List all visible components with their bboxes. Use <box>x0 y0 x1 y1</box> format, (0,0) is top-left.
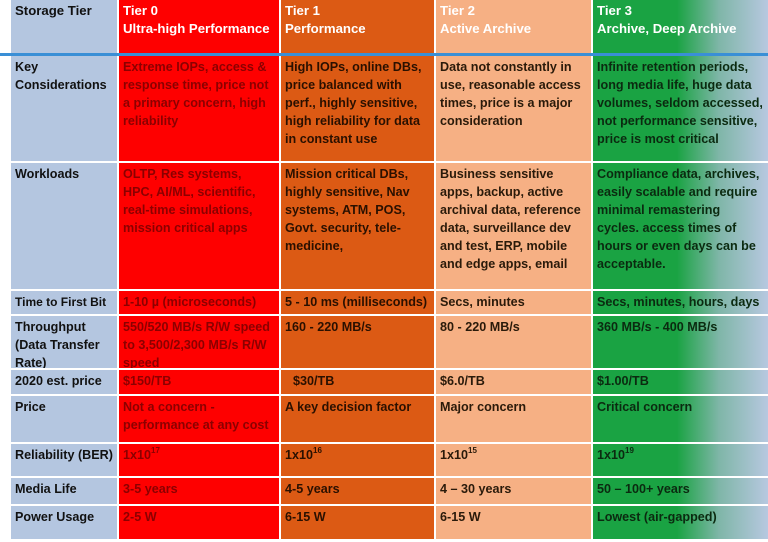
row-label: 2020 est. price <box>11 370 119 394</box>
tier-3-name: Archive, Deep Archive <box>597 21 737 36</box>
cell-tier-1: 1x1016 <box>281 444 436 476</box>
cell-tier-3: 360 MB/s - 400 MB/s <box>593 316 768 368</box>
cell-tier-3: 1x1019 <box>593 444 768 476</box>
cell-tier-0: $150/TB <box>119 370 281 394</box>
ber-exponent: 16 <box>313 446 322 455</box>
cell-tier-1: A key decision factor <box>281 396 436 442</box>
cell-tier-0: Extreme IOPs, access & response time, pr… <box>119 56 281 161</box>
table-row-price: Price Not a concern - performance at any… <box>11 396 768 444</box>
header-row: Storage Tier Tier 0 Ultra-high Performan… <box>11 0 768 53</box>
table-row-2020-est-price: 2020 est. price $150/TB $30/TB $6.0/TB $… <box>11 370 768 396</box>
cell-tier-0: Not a concern - performance at any cost <box>119 396 281 442</box>
cell-tier-1: Mission critical DBs, highly sensitive, … <box>281 163 436 289</box>
tier-0-name: Ultra-high Performance <box>123 21 270 36</box>
header-label: Storage Tier <box>11 0 119 53</box>
cell-tier-2: 4 – 30 years <box>436 478 593 504</box>
ber-exponent: 19 <box>625 446 634 455</box>
cell-tier-0: 3-5 years <box>119 478 281 504</box>
row-label: Throughput (Data Transfer Rate) <box>11 316 119 368</box>
row-label: Price <box>11 396 119 442</box>
cell-tier-1: $30/TB <box>281 370 436 394</box>
ber-base: 1x10 <box>597 448 626 462</box>
cell-tier-0: 2-5 W <box>119 506 281 539</box>
cell-tier-3: 50 – 100+ years <box>593 478 768 504</box>
cell-tier-2: 1x1015 <box>436 444 593 476</box>
header-tier-3: Tier 3 Archive, Deep Archive <box>593 0 768 53</box>
tier-1-number: Tier 1 <box>285 3 320 18</box>
row-label: Time to First Bit <box>11 291 119 314</box>
cell-tier-1: 5 - 10 ms (milliseconds) <box>281 291 436 314</box>
row-label: Media Life <box>11 478 119 504</box>
table-row-media-life: Media Life 3-5 years 4-5 years 4 – 30 ye… <box>11 478 768 506</box>
tier-2-name: Active Archive <box>440 21 532 36</box>
tier-2-number: Tier 2 <box>440 3 475 18</box>
ber-base: 1x10 <box>123 448 152 462</box>
table-row-key-considerations: Key Considerations Extreme IOPs, access … <box>11 56 768 163</box>
cell-tier-0: 1-10 µ (microseconds) <box>119 291 281 314</box>
row-label: Key Considerations <box>11 56 119 161</box>
cell-tier-0: OLTP, Res systems, HPC, AI/ML, scientifi… <box>119 163 281 289</box>
cell-tier-3: Infinite retention periods, long media l… <box>593 56 768 161</box>
table-row-throughput: Throughput (Data Transfer Rate) 550/520 … <box>11 316 768 370</box>
ber-exponent: 15 <box>468 446 477 455</box>
table-row-power-usage: Power Usage 2-5 W 6-15 W 6-15 W Lowest (… <box>11 506 768 539</box>
cell-tier-0: 1x1017 <box>119 444 281 476</box>
ber-base: 1x10 <box>285 448 314 462</box>
header-separator <box>0 53 768 56</box>
cell-tier-2: 80 - 220 MB/s <box>436 316 593 368</box>
tier-1-name: Performance <box>285 21 366 36</box>
table-row-time-to-first-bit: Time to First Bit 1-10 µ (microseconds) … <box>11 291 768 316</box>
cell-tier-3: Lowest (air-gapped) <box>593 506 768 539</box>
ber-exponent: 17 <box>151 446 160 455</box>
table-row-workloads: Workloads OLTP, Res systems, HPC, AI/ML,… <box>11 163 768 291</box>
cell-tier-2: Secs, minutes <box>436 291 593 314</box>
cell-tier-3: Critical concern <box>593 396 768 442</box>
header-tier-0: Tier 0 Ultra-high Performance <box>119 0 281 53</box>
ber-base: 1x10 <box>440 448 469 462</box>
cell-tier-3: Compliance data, archives, easily scalab… <box>593 163 768 289</box>
table-row-reliability: Reliability (BER) 1x1017 1x1016 1x1015 1… <box>11 444 768 478</box>
header-tier-2: Tier 2 Active Archive <box>436 0 593 53</box>
cell-tier-1: High IOPs, online DBs, price balanced wi… <box>281 56 436 161</box>
cell-tier-1: 6-15 W <box>281 506 436 539</box>
cell-tier-2: $6.0/TB <box>436 370 593 394</box>
tier-3-number: Tier 3 <box>597 3 632 18</box>
cell-tier-2: Major concern <box>436 396 593 442</box>
cell-tier-2: 6-15 W <box>436 506 593 539</box>
header-tier-1: Tier 1 Performance <box>281 0 436 53</box>
cell-tier-2: Business sensitive apps, backup, active … <box>436 163 593 289</box>
cell-tier-3: $1.00/TB <box>593 370 768 394</box>
cell-tier-1: 160 - 220 MB/s <box>281 316 436 368</box>
row-label: Reliability (BER) <box>11 444 119 476</box>
cell-tier-1: 4-5 years <box>281 478 436 504</box>
row-label: Workloads <box>11 163 119 289</box>
row-label: Power Usage <box>11 506 119 539</box>
cell-tier-0: 550/520 MB/s R/W speed to 3,500/2,300 MB… <box>119 316 281 368</box>
cell-tier-2: Data not constantly in use, reasonable a… <box>436 56 593 161</box>
tier-0-number: Tier 0 <box>123 3 158 18</box>
cell-tier-3: Secs, minutes, hours, days <box>593 291 768 314</box>
